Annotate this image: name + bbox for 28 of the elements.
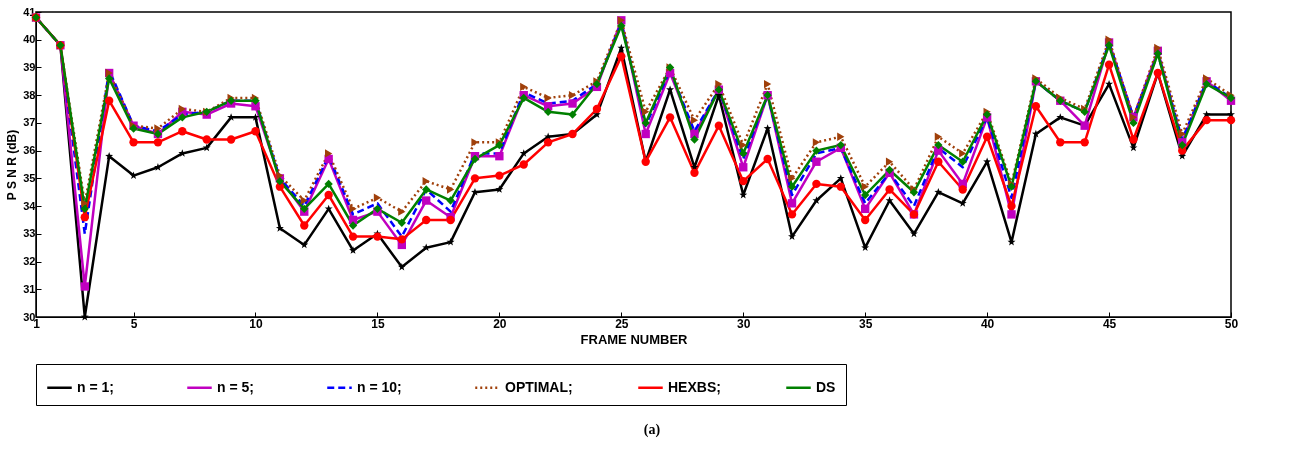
y-tick-label: 33: [23, 227, 36, 240]
x-tick-label: 50: [1224, 316, 1239, 331]
legend-label: n = 5;: [217, 378, 254, 395]
x-tick-label: 45: [1102, 316, 1117, 331]
text: (a): [642, 422, 662, 438]
x-tick-label: 20: [493, 316, 507, 331]
y-tick-label: 40: [23, 33, 36, 46]
y-tick-label: 38: [23, 88, 36, 101]
y-tick-label: 36: [23, 144, 36, 157]
x-tick-label: 5: [130, 316, 138, 331]
x-tick-label: 25: [615, 316, 629, 331]
y-tick-label: 32: [23, 255, 36, 268]
x-tick-label: 10: [249, 316, 263, 331]
y-axis-title: P S N R (dB): [5, 129, 20, 201]
x-axis-title: FRAME NUMBER: [580, 331, 689, 347]
x-tick-label: 15: [371, 316, 385, 331]
y-tick-label: 37: [23, 116, 36, 129]
x-tick-label: 30: [737, 316, 751, 331]
y-tick-label: 39: [23, 60, 36, 73]
legend-label: DS: [816, 378, 836, 395]
legend-label: n = 10;: [357, 378, 402, 395]
legend-label: OPTIMAL;: [505, 378, 573, 395]
x-tick-label: 35: [859, 316, 873, 331]
y-tick-label: 35: [23, 171, 36, 184]
legend-label: n = 1;: [77, 378, 114, 395]
x-tick-label: 40: [980, 316, 995, 331]
y-tick-label: 31: [23, 282, 36, 295]
legend-label: HEXBS;: [668, 378, 721, 395]
